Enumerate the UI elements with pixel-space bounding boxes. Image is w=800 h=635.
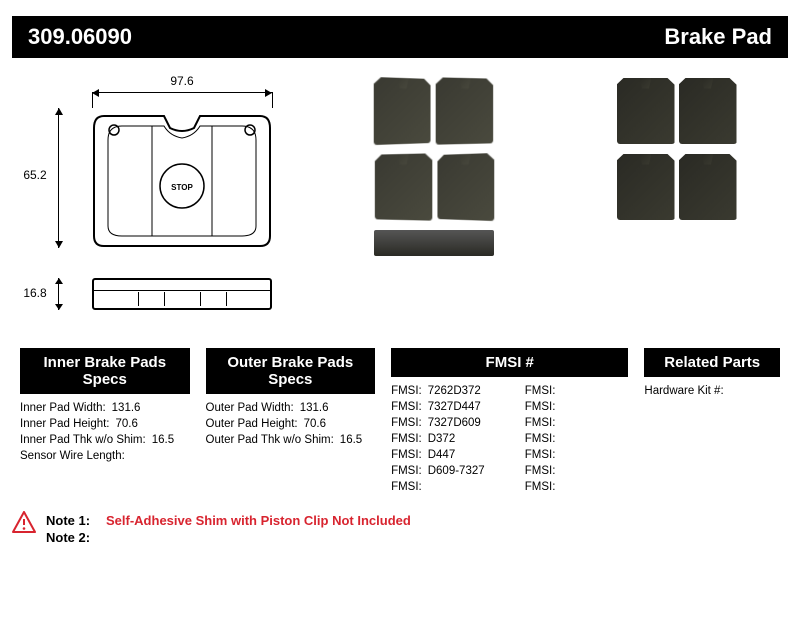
header-bar: 309.06090 Brake Pad xyxy=(12,16,788,58)
dimension-height-label: 65.2 xyxy=(20,168,50,182)
inner-spec-label: Inner Pad Height: xyxy=(20,418,110,430)
fmsi-label: FMSI: xyxy=(525,417,556,429)
fmsi-heading: FMSI # xyxy=(391,348,628,377)
outer-spec-row: Outer Pad Thk w/o Shim: 16.5 xyxy=(206,432,376,448)
related-row: Hardware Kit #: xyxy=(644,383,780,399)
technical-diagram: 97.6 65.2 STOP xyxy=(12,68,302,348)
fmsi-label: FMSI: xyxy=(525,385,556,397)
fmsi-row: FMSI: xyxy=(525,447,629,463)
fmsi-label: FMSI: xyxy=(391,385,422,397)
svg-text:STOP: STOP xyxy=(171,183,193,192)
image-area: 97.6 65.2 STOP xyxy=(0,58,800,348)
outer-spec-label: Outer Pad Height: xyxy=(206,418,298,430)
fmsi-label: FMSI: xyxy=(391,433,422,445)
fmsi-row: FMSI: D372 xyxy=(391,431,495,447)
related-parts-heading: Related Parts xyxy=(644,348,780,377)
fmsi-row: FMSI: xyxy=(525,399,629,415)
outer-spec-value: 131.6 xyxy=(300,402,329,414)
related-parts-col: Related Parts Hardware Kit #: xyxy=(636,348,788,495)
photo-group-angled xyxy=(322,78,545,348)
fmsi-col: FMSI # FMSI: 7262D372 FMSI: 7327D447 FMSI: 73… xyxy=(383,348,636,495)
outer-specs-heading: Outer Brake Pads Specs xyxy=(206,348,376,394)
fmsi-row: FMSI: D609-7327 xyxy=(391,463,495,479)
notes-section: Note 1: Self-Adhesive Shim with Piston C… xyxy=(12,511,788,547)
note1-label: Note 1: xyxy=(46,513,98,528)
fmsi-value: 7327D609 xyxy=(428,417,481,429)
outer-spec-row: Outer Pad Width: 131.6 xyxy=(206,400,376,416)
pad-front-view: STOP xyxy=(92,108,272,248)
fmsi-value: D609-7327 xyxy=(428,465,485,477)
fmsi-label: FMSI: xyxy=(525,433,556,445)
related-label: Hardware Kit #: xyxy=(644,385,723,397)
dimension-thickness-label: 16.8 xyxy=(20,286,50,300)
inner-spec-label: Inner Pad Thk w/o Shim: xyxy=(20,434,146,446)
note2-label: Note 2: xyxy=(46,530,98,545)
fmsi-value: D372 xyxy=(428,433,456,445)
fmsi-label: FMSI: xyxy=(525,401,556,413)
fmsi-row: FMSI: xyxy=(525,463,629,479)
fmsi-label: FMSI: xyxy=(525,481,556,493)
fmsi-label: FMSI: xyxy=(391,417,422,429)
fmsi-row: FMSI: xyxy=(525,415,629,431)
fmsi-label: FMSI: xyxy=(391,465,422,477)
specs-section: Inner Brake Pads Specs Inner Pad Width: 1… xyxy=(12,348,788,495)
inner-spec-value: 131.6 xyxy=(112,402,141,414)
fmsi-row: FMSI: xyxy=(391,479,495,495)
outer-spec-label: Outer Pad Thk w/o Shim: xyxy=(206,434,334,446)
fmsi-row: FMSI: D447 xyxy=(391,447,495,463)
fmsi-value: 7262D372 xyxy=(428,385,481,397)
inner-spec-row: Inner Pad Width: 131.6 xyxy=(20,400,190,416)
note1-value: Self-Adhesive Shim with Piston Clip Not … xyxy=(106,513,411,528)
inner-spec-row: Sensor Wire Length: xyxy=(20,448,190,464)
inner-spec-value: 70.6 xyxy=(116,418,138,430)
fmsi-value: D447 xyxy=(428,449,456,461)
pad-edge-photo xyxy=(374,230,494,256)
fmsi-row: FMSI: xyxy=(525,383,629,399)
fmsi-label: FMSI: xyxy=(391,481,422,493)
inner-specs-col: Inner Brake Pads Specs Inner Pad Width: 1… xyxy=(12,348,198,495)
photo-group-flat xyxy=(565,78,788,348)
fmsi-row: FMSI: 7262D372 xyxy=(391,383,495,399)
inner-spec-row: Inner Pad Thk w/o Shim: 16.5 xyxy=(20,432,190,448)
inner-spec-label: Inner Pad Width: xyxy=(20,402,106,414)
warning-icon xyxy=(12,511,36,533)
fmsi-value: 7327D447 xyxy=(428,401,481,413)
fmsi-label: FMSI: xyxy=(391,449,422,461)
outer-spec-value: 70.6 xyxy=(304,418,326,430)
outer-specs-col: Outer Brake Pads Specs Outer Pad Width: 1… xyxy=(198,348,384,495)
fmsi-label: FMSI: xyxy=(391,401,422,413)
part-number: 309.06090 xyxy=(28,24,132,50)
inner-spec-value: 16.5 xyxy=(152,434,174,446)
inner-specs-heading: Inner Brake Pads Specs xyxy=(20,348,190,394)
product-photos xyxy=(322,68,788,348)
fmsi-label: FMSI: xyxy=(525,465,556,477)
fmsi-label: FMSI: xyxy=(525,449,556,461)
dimension-width-label: 97.6 xyxy=(92,74,272,88)
product-title: Brake Pad xyxy=(664,24,772,50)
outer-spec-row: Outer Pad Height: 70.6 xyxy=(206,416,376,432)
fmsi-row: FMSI: xyxy=(525,479,629,495)
inner-spec-label: Sensor Wire Length: xyxy=(20,450,125,462)
fmsi-row: FMSI: 7327D447 xyxy=(391,399,495,415)
outer-spec-label: Outer Pad Width: xyxy=(206,402,294,414)
fmsi-row: FMSI: 7327D609 xyxy=(391,415,495,431)
outer-spec-value: 16.5 xyxy=(340,434,362,446)
fmsi-row: FMSI: xyxy=(525,431,629,447)
inner-spec-row: Inner Pad Height: 70.6 xyxy=(20,416,190,432)
pad-side-view xyxy=(92,278,272,310)
